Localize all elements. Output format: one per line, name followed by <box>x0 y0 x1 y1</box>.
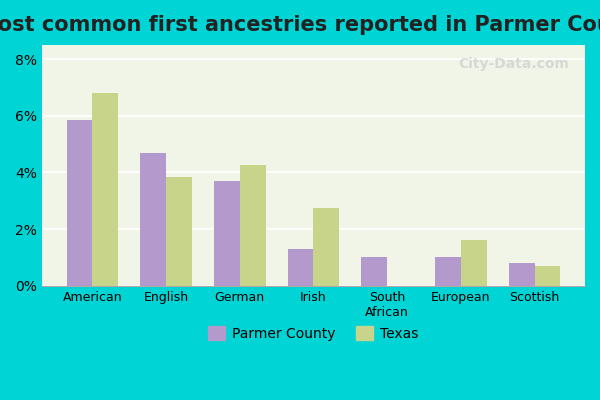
Bar <box>361 257 387 286</box>
Bar <box>214 181 240 286</box>
Bar <box>287 249 313 286</box>
Bar <box>140 152 166 286</box>
Bar <box>509 263 535 286</box>
Bar <box>240 165 266 286</box>
Bar <box>67 120 92 286</box>
Legend: Parmer County, Texas: Parmer County, Texas <box>203 320 424 346</box>
Bar <box>166 177 192 286</box>
Bar <box>313 208 339 286</box>
Bar <box>92 93 118 286</box>
Bar <box>461 240 487 286</box>
Bar <box>435 257 461 286</box>
Bar <box>535 266 560 286</box>
Text: City-Data.com: City-Data.com <box>458 57 569 71</box>
Title: Most common first ancestries reported in Parmer County: Most common first ancestries reported in… <box>0 15 600 35</box>
